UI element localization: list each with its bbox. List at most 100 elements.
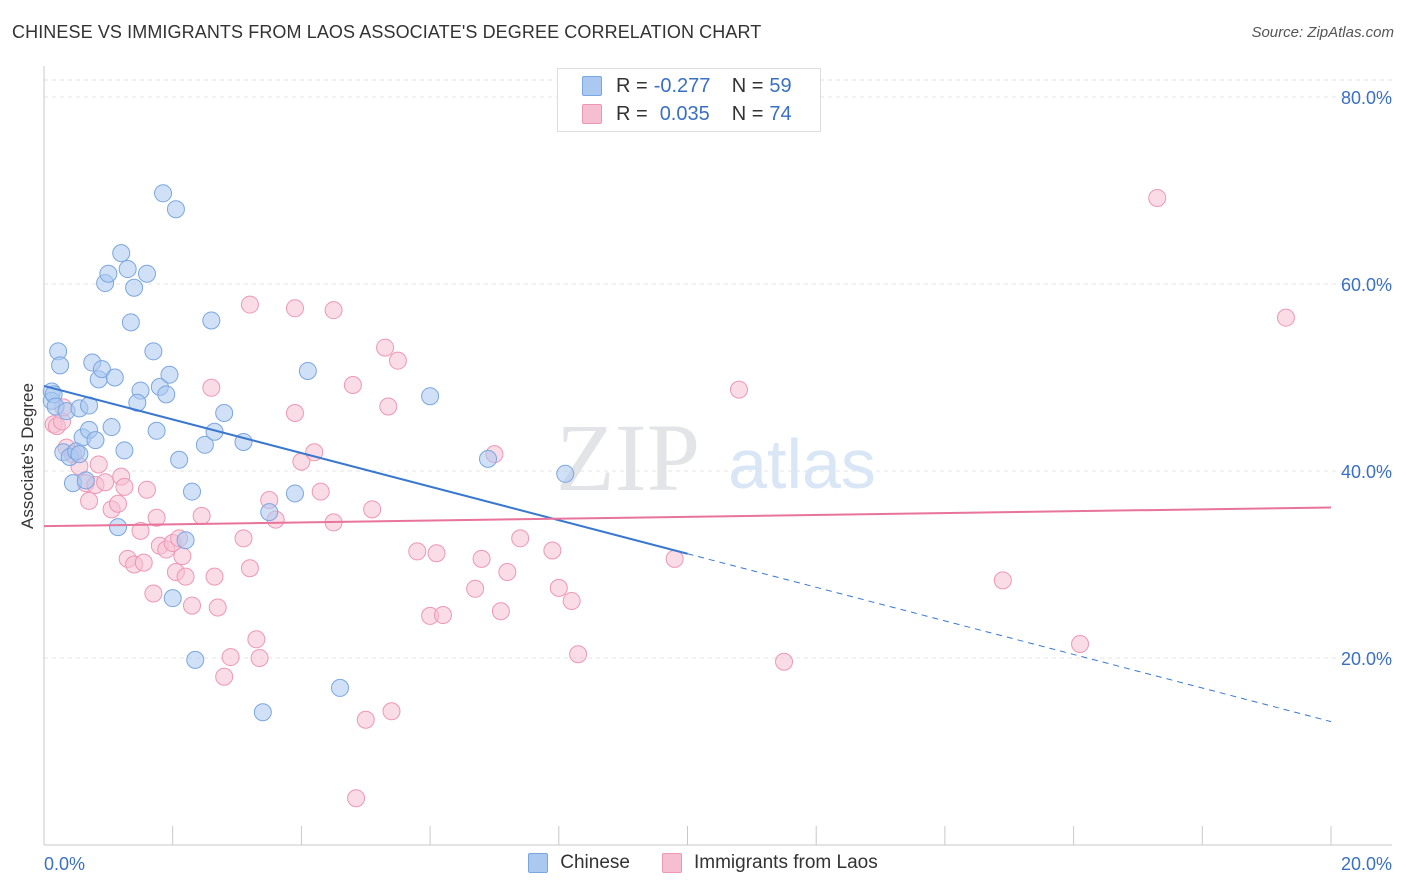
- laos-point: [115, 477, 134, 496]
- laos-point: [569, 645, 588, 664]
- chinese-trend-line: [43, 384, 688, 555]
- laos-point: [491, 602, 510, 621]
- laos-point: [1071, 634, 1090, 653]
- laos-point: [234, 529, 253, 548]
- source-label: Source: ZipAtlas.com: [1251, 24, 1394, 41]
- laos-point: [80, 491, 99, 510]
- laos-point: [250, 649, 269, 667]
- chart-title: CHINESE VS IMMIGRANTS FROM LAOS ASSOCIAT…: [12, 22, 762, 42]
- laos-point: [205, 567, 224, 586]
- laos-point: [498, 562, 517, 581]
- laos-point: [993, 571, 1012, 590]
- laos-point: [543, 541, 562, 560]
- chinese-point: [51, 356, 70, 375]
- chinese-point: [421, 387, 440, 406]
- laos-point: [96, 473, 115, 492]
- chinese-point: [176, 531, 195, 550]
- n-value: 59: [769, 74, 792, 97]
- y-tick-label: 20.0%: [1341, 649, 1392, 669]
- trend-lines: [43, 384, 1332, 723]
- chinese-point: [479, 449, 498, 468]
- laos-point: [562, 591, 581, 610]
- chinese-point: [556, 464, 575, 483]
- laos-point: [131, 521, 150, 540]
- laos-point: [202, 378, 221, 397]
- chinese-point: [115, 441, 134, 460]
- laos-point: [247, 630, 266, 649]
- laos-point: [311, 482, 330, 501]
- n-value: 74: [769, 102, 792, 125]
- laos-swatch: [582, 104, 602, 124]
- y-tick-label: 60.0%: [1341, 275, 1392, 295]
- laos-point: [215, 667, 234, 686]
- chinese-swatch: [582, 76, 602, 96]
- chinese-swatch: [528, 853, 549, 873]
- laos-point: [89, 455, 108, 474]
- y-axis-label: Associate's Degree: [18, 383, 37, 529]
- laos-point: [408, 542, 427, 561]
- n-label: N =: [731, 74, 764, 97]
- chinese-point: [121, 313, 140, 332]
- series-laos-points: [44, 188, 1295, 808]
- laos-point: [343, 375, 362, 394]
- chinese-point: [70, 445, 89, 464]
- series-legend: Chinese Immigrants from Laos: [0, 852, 1406, 874]
- chinese-point: [163, 589, 182, 608]
- chinese-point: [109, 518, 128, 537]
- laos-point: [285, 299, 304, 318]
- chinese-point: [202, 311, 221, 330]
- laos-point: [433, 605, 452, 624]
- laos-point: [1276, 308, 1295, 327]
- chinese-point: [186, 650, 205, 669]
- laos-point: [192, 506, 211, 525]
- laos-point: [376, 338, 395, 357]
- laos-point: [1148, 188, 1167, 207]
- legend-label-laos: Immigrants from Laos: [693, 852, 878, 873]
- laos-point: [363, 500, 382, 519]
- laos-point: [109, 494, 128, 513]
- y-tick-label: 80.0%: [1341, 88, 1392, 108]
- stats-row-laos: R = 0.035 N = 74: [582, 101, 792, 127]
- chinese-point: [160, 365, 179, 384]
- chinese-point: [76, 471, 95, 490]
- laos-trend-line: [43, 506, 1332, 528]
- r-label: R =: [616, 74, 648, 97]
- chinese-point: [144, 342, 163, 361]
- chinese-point: [102, 418, 121, 437]
- legend-label-chinese: Chinese: [560, 852, 630, 873]
- chinese-point: [298, 361, 317, 380]
- r-label: R =: [616, 102, 648, 125]
- chinese-point: [195, 435, 214, 454]
- laos-point: [466, 579, 485, 598]
- chinese-point: [331, 678, 350, 697]
- laos-point: [549, 578, 568, 597]
- stats-row-chinese: R = -0.277 N = 59: [582, 73, 792, 99]
- chinese-point: [260, 503, 279, 522]
- laos-point: [208, 598, 227, 617]
- chinese-point: [86, 431, 105, 450]
- chinese-point: [253, 703, 272, 722]
- x-tick-label: 20.0%: [1341, 854, 1392, 874]
- laos-point: [427, 544, 446, 563]
- chinese-point: [147, 421, 166, 440]
- chinese-trend-extension: [687, 553, 1332, 723]
- laos-swatch: [661, 853, 682, 873]
- chinese-point: [112, 244, 131, 263]
- chinese-point: [170, 450, 189, 469]
- chinese-point: [99, 264, 118, 283]
- chinese-point: [105, 368, 124, 387]
- y-tick-label: 40.0%: [1341, 462, 1392, 482]
- laos-point: [285, 404, 304, 423]
- legend-item-chinese: Chinese: [528, 852, 630, 874]
- chinese-point: [125, 278, 144, 297]
- laos-point: [472, 549, 491, 568]
- watermark-atlas: atlas: [728, 425, 876, 503]
- n-label: N =: [731, 102, 764, 125]
- r-value: -0.277: [653, 74, 711, 97]
- chinese-point: [215, 404, 234, 423]
- axes: 20.0% 40.0% 60.0% 80.0% 0.0% 20.0%: [43, 66, 1392, 874]
- x-tick-label: 0.0%: [44, 854, 85, 874]
- laos-point: [147, 508, 166, 527]
- laos-point: [173, 547, 192, 566]
